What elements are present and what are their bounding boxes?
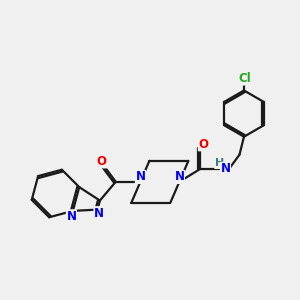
Text: N: N: [135, 170, 146, 184]
Text: N: N: [220, 162, 230, 176]
Text: H: H: [215, 158, 224, 169]
Text: O: O: [198, 138, 208, 151]
Text: N: N: [66, 210, 76, 223]
Text: O: O: [97, 155, 107, 168]
Text: Cl: Cl: [238, 72, 251, 85]
Text: N: N: [174, 170, 184, 184]
Text: N: N: [94, 207, 104, 220]
